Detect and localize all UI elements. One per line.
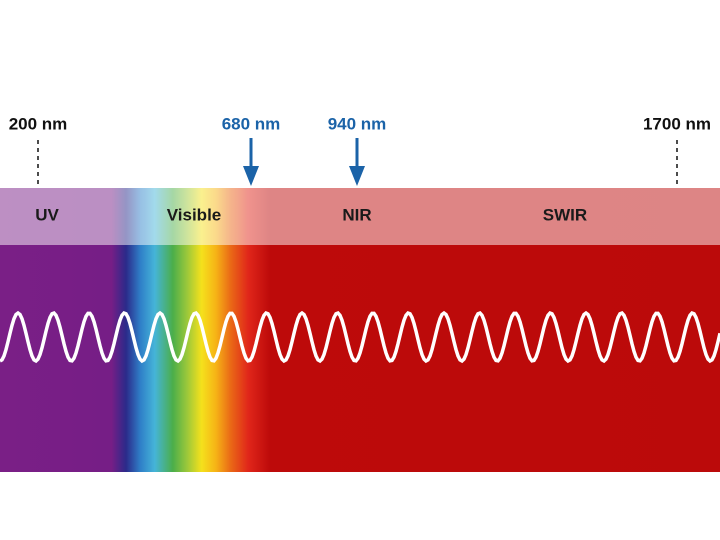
arrow — [243, 138, 259, 186]
marker-label: 1700 nm — [643, 114, 711, 133]
band-label: Visible — [167, 205, 222, 224]
band-label: UV — [35, 205, 59, 224]
arrow — [349, 138, 365, 186]
band-strip-tint — [0, 188, 720, 245]
wave — [0, 310, 720, 364]
marker-label: 680 nm — [222, 114, 281, 133]
band-label: NIR — [342, 205, 371, 224]
marker-label: 940 nm — [328, 114, 387, 133]
band-label: SWIR — [543, 205, 587, 224]
marker-label: 200 nm — [9, 114, 68, 133]
